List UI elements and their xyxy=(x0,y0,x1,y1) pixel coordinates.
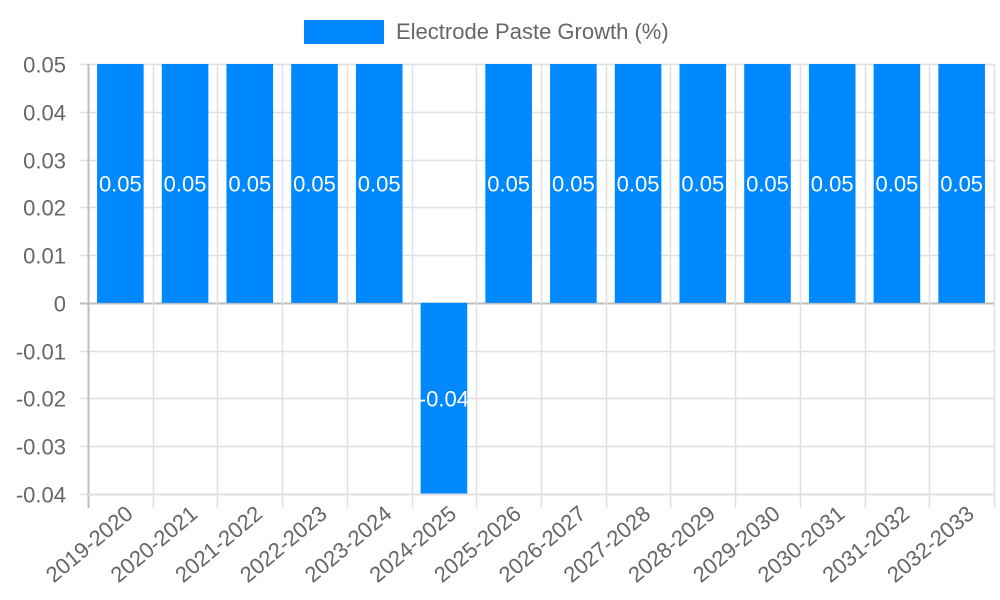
y-tick-label: 0.02 xyxy=(23,196,66,221)
bar-2023-2024[interactable] xyxy=(355,64,403,303)
bars xyxy=(97,64,985,494)
y-tick-label: -0.04 xyxy=(16,483,66,508)
y-tick-label: 0.05 xyxy=(23,53,66,78)
bar-2026-2027[interactable] xyxy=(550,64,597,303)
bar-2030-2031[interactable] xyxy=(808,64,856,303)
bar-value-label: 0.05 xyxy=(358,171,401,196)
y-tick-label: -0.03 xyxy=(16,435,66,460)
y-tick-label: 0 xyxy=(54,292,66,317)
bar-value-label: 0.05 xyxy=(940,171,983,196)
bar-2028-2029[interactable] xyxy=(679,64,727,303)
legend-label[interactable]: Electrode Paste Growth (%) xyxy=(396,19,669,44)
bar-2019-2020[interactable] xyxy=(97,64,144,303)
y-tick-label: 0.01 xyxy=(23,244,66,269)
bar-2020-2021[interactable] xyxy=(161,64,209,303)
x-axis-labels: 2019-20202020-20212021-20222022-20232023… xyxy=(41,501,979,588)
bar-2029-2030[interactable] xyxy=(744,64,791,303)
y-tick-label: -0.02 xyxy=(16,387,66,412)
y-tick-label: -0.01 xyxy=(16,340,66,365)
bar-value-label: 0.05 xyxy=(487,171,530,196)
bar-value-label: 0.05 xyxy=(228,171,271,196)
chart-legend: Electrode Paste Growth (%) xyxy=(0,0,1000,64)
bar-value-label: 0.05 xyxy=(876,171,919,196)
bar-value-label: 0.05 xyxy=(681,171,724,196)
bar-value-label: 0.05 xyxy=(293,171,336,196)
bar-2027-2028[interactable] xyxy=(614,64,662,303)
bar-2032-2033[interactable] xyxy=(938,64,985,303)
y-tick-label: 0.04 xyxy=(23,101,66,126)
gridlines xyxy=(80,63,996,508)
bar-value-label: 0.05 xyxy=(811,171,854,196)
bar-value-label: 0.05 xyxy=(617,171,660,196)
bar-value-label: -0.04 xyxy=(419,386,469,411)
bar-value-label: 0.05 xyxy=(164,171,207,196)
y-axis-labels: 0.05 0.04 0.03 0.02 0.01 0 -0.01 -0.02 -0.03 -0.0… xyxy=(16,53,66,508)
bar-2021-2022[interactable] xyxy=(226,64,274,303)
bar-value-label: 0.05 xyxy=(552,171,595,196)
bar-2022-2023[interactable] xyxy=(291,64,338,303)
bar-2025-2026[interactable] xyxy=(485,64,532,303)
bar-value-label: 0.05 xyxy=(746,171,789,196)
y-tick-label: 0.03 xyxy=(23,149,66,174)
bar-value-label: 0.05 xyxy=(99,171,142,196)
bar-2031-2032[interactable] xyxy=(873,64,921,303)
bar-2024-2025[interactable] xyxy=(420,302,468,494)
value-labels: 0.05 0.05 0.05 0.05 0.05 -0.04 0.05 0.05 0.05 0.0… xyxy=(99,171,983,411)
legend-swatch[interactable] xyxy=(304,20,384,44)
